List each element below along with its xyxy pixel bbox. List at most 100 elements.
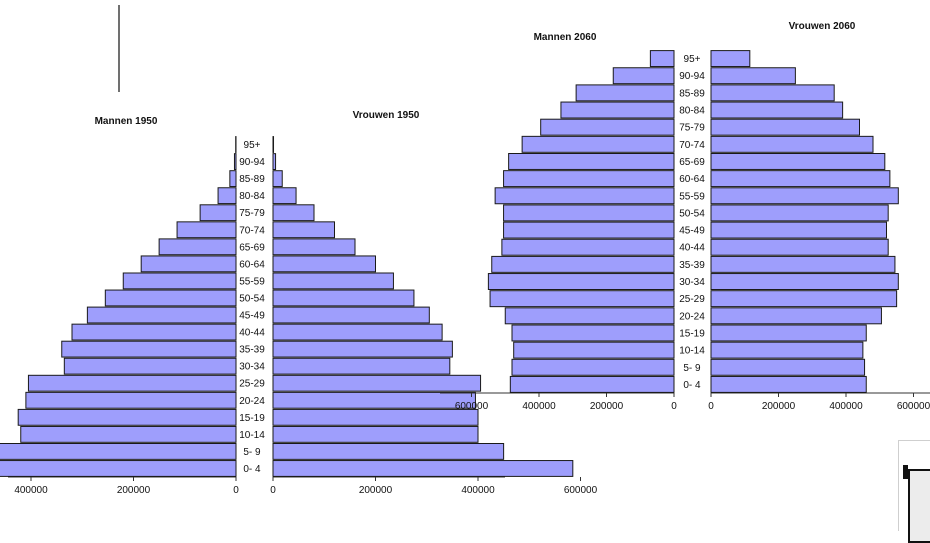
bar-male-1950 bbox=[218, 188, 236, 204]
bar-male-2060 bbox=[514, 342, 674, 358]
age-group-label: 65-69 bbox=[679, 157, 705, 168]
age-group-label: 45-49 bbox=[239, 311, 265, 322]
bar-female-2060 bbox=[711, 136, 873, 152]
age-group-label: 85-89 bbox=[679, 88, 705, 99]
tick-label-left: 0 bbox=[233, 485, 239, 496]
age-group-label: 75-79 bbox=[679, 123, 705, 134]
pyramid-2060: Mannen 2060 Vrouwen 2060 0- 4 5- 9 10-14 15… bbox=[440, 21, 930, 412]
age-group-label: 30-34 bbox=[679, 277, 705, 288]
bar-male-2060 bbox=[613, 68, 674, 84]
bar-female-2060 bbox=[711, 342, 863, 358]
age-group-label: 40-44 bbox=[679, 243, 705, 254]
corner-control-frame bbox=[908, 469, 930, 543]
age-group-label: 5- 9 bbox=[683, 363, 701, 374]
bar-male-2060 bbox=[561, 102, 674, 118]
bar-male-1950 bbox=[200, 205, 236, 221]
age-group-label: 70-74 bbox=[239, 225, 265, 236]
age-group-label: 50-54 bbox=[679, 208, 705, 219]
bar-male-2060 bbox=[522, 136, 674, 152]
bar-female-2060 bbox=[711, 68, 795, 84]
left-title-2060: Mannen 2060 bbox=[534, 32, 597, 43]
tick-label-left: 600000 bbox=[455, 401, 489, 412]
age-group-label: 65-69 bbox=[239, 242, 265, 253]
bar-male-1950 bbox=[21, 426, 236, 442]
age-group-label: 60-64 bbox=[679, 174, 705, 185]
bar-female-1950 bbox=[273, 205, 314, 221]
bar-male-2060 bbox=[502, 239, 674, 255]
bar-male-1950 bbox=[87, 307, 236, 323]
age-group-label: 95+ bbox=[244, 140, 261, 151]
bar-female-1950 bbox=[273, 341, 452, 357]
tick-label-left: 400000 bbox=[522, 401, 556, 412]
bar-female-1950 bbox=[273, 188, 296, 204]
age-group-label: 0- 4 bbox=[683, 380, 701, 391]
bar-male-2060 bbox=[490, 291, 674, 307]
age-group-label: 90-94 bbox=[239, 157, 265, 168]
bar-male-2060 bbox=[512, 325, 674, 341]
right-title-2060: Vrouwen 2060 bbox=[789, 21, 856, 32]
bar-male-1950 bbox=[177, 222, 236, 238]
bar-female-1950 bbox=[273, 239, 355, 255]
age-group-label: 90-94 bbox=[679, 71, 705, 82]
left-title-1950: Mannen 1950 bbox=[95, 116, 158, 127]
bar-female-2060 bbox=[711, 308, 881, 324]
age-group-label: 85-89 bbox=[239, 174, 265, 185]
tick-label-right: 0 bbox=[270, 485, 276, 496]
corner-control-mark bbox=[903, 465, 908, 479]
bar-female-1950 bbox=[273, 307, 429, 323]
bar-male-1950 bbox=[26, 392, 236, 408]
bar-male-1950 bbox=[72, 324, 236, 340]
age-group-label: 40-44 bbox=[239, 328, 265, 339]
corner-control[interactable] bbox=[898, 440, 930, 531]
age-group-label: 25-29 bbox=[239, 379, 265, 390]
age-group-label: 10-14 bbox=[679, 346, 705, 357]
bar-female-2060 bbox=[711, 359, 865, 375]
bar-male-1950 bbox=[141, 256, 236, 272]
bar-female-1950 bbox=[273, 154, 276, 170]
bar-male-1950 bbox=[0, 461, 236, 477]
age-group-label: 30-34 bbox=[239, 362, 265, 373]
bar-female-1950 bbox=[273, 461, 573, 477]
age-group-label: 15-19 bbox=[679, 328, 705, 339]
age-group-label: 25-29 bbox=[679, 294, 705, 305]
age-group-label: 55-59 bbox=[239, 276, 265, 287]
age-group-label: 70-74 bbox=[679, 140, 705, 151]
bar-male-2060 bbox=[504, 222, 674, 238]
age-group-label: 20-24 bbox=[679, 311, 705, 322]
tick-label-right: 200000 bbox=[359, 485, 393, 496]
age-group-label: 45-49 bbox=[679, 226, 705, 237]
tick-label-left: 200000 bbox=[117, 485, 151, 496]
bar-female-1950 bbox=[273, 358, 450, 374]
age-group-label: 10-14 bbox=[239, 430, 265, 441]
bar-female-1950 bbox=[273, 426, 478, 442]
tick-label-left: 200000 bbox=[590, 401, 624, 412]
bar-female-1950 bbox=[273, 375, 481, 391]
age-group-label: 80-84 bbox=[679, 106, 705, 117]
bar-male-2060 bbox=[510, 376, 674, 392]
bar-female-1950 bbox=[273, 137, 274, 153]
tick-label-right: 600000 bbox=[897, 401, 930, 412]
bar-female-2060 bbox=[711, 119, 860, 135]
age-group-label: 50-54 bbox=[239, 293, 265, 304]
bar-male-1950 bbox=[0, 444, 236, 460]
bar-male-2060 bbox=[576, 85, 674, 101]
bar-female-2060 bbox=[711, 325, 866, 341]
bar-female-2060 bbox=[711, 205, 888, 221]
age-group-label: 0- 4 bbox=[243, 464, 261, 475]
bar-male-2060 bbox=[492, 256, 674, 272]
tick-label-right: 400000 bbox=[461, 485, 495, 496]
age-group-label: 55-59 bbox=[679, 191, 705, 202]
bar-male-1950 bbox=[18, 409, 236, 425]
bar-male-2060 bbox=[509, 154, 674, 170]
bar-male-2060 bbox=[495, 188, 674, 204]
bar-male-2060 bbox=[504, 171, 674, 187]
bar-female-1950 bbox=[273, 290, 414, 306]
bar-male-2060 bbox=[505, 308, 674, 324]
bar-male-1950 bbox=[28, 375, 236, 391]
bar-female-2060 bbox=[711, 256, 895, 272]
bar-female-1950 bbox=[273, 256, 376, 272]
bar-female-1950 bbox=[273, 409, 478, 425]
bar-female-2060 bbox=[711, 274, 898, 290]
age-group-label: 15-19 bbox=[239, 413, 265, 424]
bar-female-2060 bbox=[711, 171, 890, 187]
